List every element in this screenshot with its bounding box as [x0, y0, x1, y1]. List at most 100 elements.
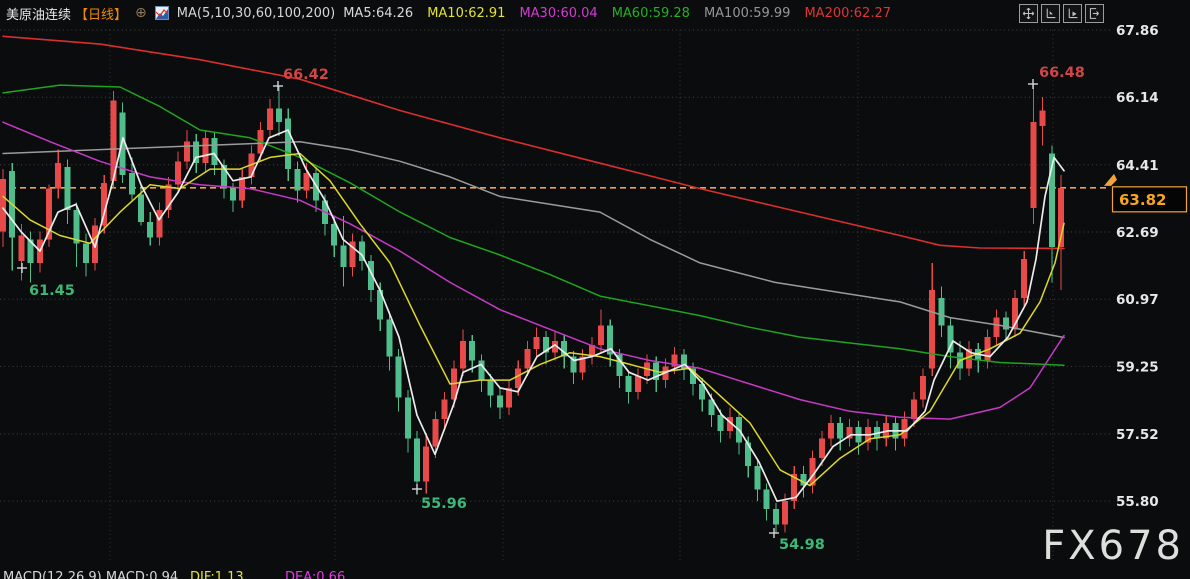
ma-readout-ma100: MA100:59.99: [703, 5, 791, 21]
candle-body: [690, 368, 696, 384]
candle-body: [745, 442, 752, 467]
pan-tool-button[interactable]: [1019, 4, 1038, 23]
candle-body: [404, 397, 411, 439]
price-annotation: 61.45: [29, 283, 75, 299]
ma-readout-ma200: MA200:62.27: [804, 5, 891, 21]
period-label[interactable]: 【日线】: [75, 7, 128, 23]
candle-body: [487, 380, 494, 396]
exit-chart-button[interactable]: [1085, 4, 1104, 23]
candle-body: [423, 446, 430, 482]
y-axis-label: 67.86: [1116, 23, 1159, 39]
candle-body: [368, 260, 374, 291]
status-fragment-0: MACD(12,26,9) MACD:0.94: [3, 571, 179, 579]
candle-body: [1039, 110, 1046, 127]
candle-body: [349, 241, 356, 267]
candle-body: [901, 419, 908, 439]
ma200-line: [2, 35, 1065, 250]
y-axis-label: 55.80: [1116, 494, 1159, 510]
watermark: FX678: [1042, 523, 1184, 569]
candle-body: [395, 356, 402, 398]
candle-body: [993, 317, 1000, 338]
status-fragment-2: DEA:0.66: [285, 571, 346, 579]
candle-body: [782, 501, 788, 525]
candle-body: [984, 337, 991, 361]
chart-type-icon[interactable]: [154, 6, 169, 20]
y-axis-label: 66.14: [1116, 90, 1159, 106]
y-axis-scale-icon: [1046, 8, 1056, 19]
price-annotation: 55.96: [421, 496, 467, 512]
candle-body: [165, 184, 172, 211]
candle-body: [947, 325, 954, 353]
candle-body: [110, 100, 117, 181]
candle-body: [147, 221, 154, 238]
price-annotation: 66.48: [1039, 65, 1085, 81]
candle-body: [285, 118, 292, 170]
candle-body: [929, 290, 936, 369]
y-axis-label: 59.25: [1116, 359, 1159, 375]
crosshair-circle-icon[interactable]: ⊕: [135, 5, 147, 21]
candle-body: [0, 178, 6, 232]
candle-body: [64, 167, 71, 211]
candle-body: [496, 395, 503, 408]
candle-body: [1058, 187, 1064, 248]
candle-body: [809, 458, 816, 486]
chart-toolbar: [1019, 4, 1104, 23]
ma5-line: [2, 129, 1065, 503]
candle-body: [460, 340, 466, 369]
y-axis-scale-button[interactable]: [1041, 4, 1060, 23]
price-annotation: 66.42: [283, 67, 329, 83]
candle-body: [717, 415, 724, 431]
candle-body: [82, 243, 89, 263]
candle-body: [561, 340, 568, 357]
candle-body: [294, 169, 301, 191]
candle-body: [432, 419, 439, 447]
candle-body: [1048, 153, 1055, 248]
ma100-line: [2, 140, 1065, 339]
candle-body: [211, 137, 218, 166]
candle-body: [1021, 258, 1028, 299]
y-axis-label: 64.41: [1116, 158, 1159, 174]
ma-readout-ma30: MA30:60.04: [519, 5, 598, 21]
candle-body: [800, 473, 807, 486]
candle-body: [515, 368, 522, 388]
candle-body: [699, 383, 706, 400]
candle-body: [533, 337, 540, 349]
price-annotation: 54.98: [779, 537, 825, 553]
candle-body: [524, 348, 531, 369]
candle-body: [128, 172, 135, 195]
x-axis-scale-button[interactable]: [1063, 4, 1082, 23]
pan-icon: [1022, 7, 1035, 20]
candle-body: [552, 340, 558, 353]
symbol-name: 美原油连续: [6, 7, 72, 23]
candle-body: [763, 489, 770, 509]
candle-body: [46, 188, 52, 240]
candle-body: [230, 188, 236, 201]
candle-body: [570, 356, 577, 373]
last-price-value: 63.82: [1119, 191, 1166, 209]
candle-body: [202, 137, 209, 164]
candle-body: [55, 163, 62, 189]
price-cursor-icon: [1104, 173, 1117, 186]
candle-body: [358, 241, 365, 261]
candle-body: [266, 108, 273, 131]
candle-body: [754, 466, 761, 490]
ma-readout-ma5: MA5:64.26: [343, 5, 414, 21]
candle-body: [138, 194, 144, 222]
candle-body: [708, 399, 715, 416]
candle-body: [818, 438, 825, 459]
candle-body: [340, 245, 347, 267]
last-price-tag: [1111, 186, 1188, 213]
y-axis-label: 62.69: [1116, 225, 1159, 241]
candle-body: [910, 399, 917, 420]
candle-body: [616, 354, 623, 377]
ma-readout-ma60: MA60:59.28: [611, 5, 690, 21]
candle-body: [331, 223, 338, 246]
candle-body: [469, 340, 476, 361]
candle-body: [598, 325, 604, 345]
candle-body: [579, 356, 586, 373]
candle-body: [193, 141, 200, 164]
x-axis-scale-icon: [1068, 8, 1078, 19]
candle-body: [828, 423, 834, 439]
